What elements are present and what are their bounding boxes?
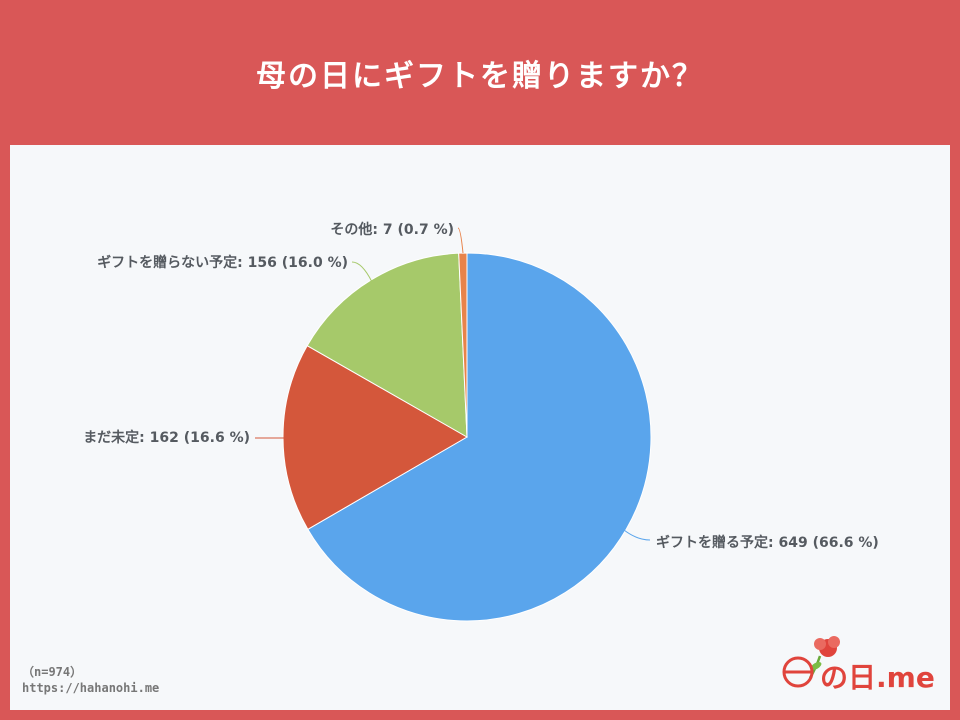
- slice-label: ギフトを贈る予定: 649 (66.6 %): [656, 534, 879, 551]
- pie-slice: [458, 252, 468, 438]
- leader-line: [623, 529, 651, 541]
- pie-slice: [307, 252, 652, 622]
- slice-label: ギフトを贈らない予定: 156 (16.0 %): [97, 254, 348, 271]
- site-logo: の日.me: [776, 630, 946, 694]
- page-title: 母の日にギフトを贈りますか？: [256, 58, 704, 94]
- slice-label: まだ未定: 162 (16.6 %): [83, 429, 250, 446]
- source-url: https://hahanohi.me: [22, 681, 160, 695]
- leader-line: [457, 227, 464, 254]
- carnation-logo-icon: [782, 636, 840, 688]
- leader-line: [351, 261, 373, 283]
- logo-text: の日.me: [820, 661, 935, 694]
- sample-size-note: （n=974）: [22, 665, 83, 679]
- slice-label: その他: 7 (0.7 %): [330, 221, 454, 238]
- header: 母の日にギフトを贈りますか？: [0, 0, 960, 145]
